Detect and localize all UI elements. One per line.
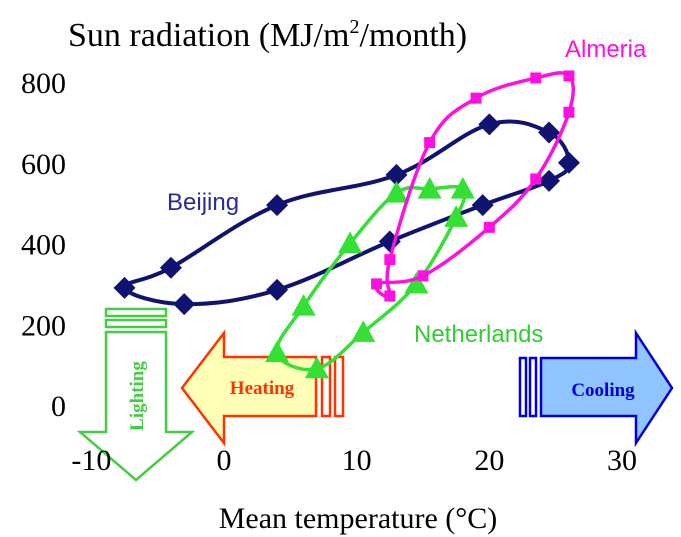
y-axis-ticks: 0 200 400 600 800 (21, 67, 66, 423)
x-axis-ticks: -10 0 10 20 30 (71, 444, 637, 477)
data-point-beijing (538, 169, 561, 192)
y-tick-label: 600 (21, 148, 66, 181)
data-point-almeria (371, 278, 383, 290)
cooling-arrow-bar-2 (528, 356, 538, 418)
lighting-arrow: Lighting (76, 307, 196, 482)
data-point-netherlands (351, 320, 376, 342)
data-point-almeria (384, 290, 396, 302)
y-tick-label: 200 (21, 309, 66, 342)
data-point-beijing (266, 194, 289, 217)
y-tick-label: 400 (21, 229, 66, 262)
heating-arrow-bar-1 (320, 355, 332, 418)
data-point-beijing (385, 163, 408, 186)
data-point-beijing (173, 293, 196, 316)
chart-title-superscript: 2 (349, 16, 359, 38)
series-label-netherlands: Netherlands (414, 321, 543, 348)
data-point-netherlands (265, 340, 290, 363)
series-layer (113, 70, 580, 379)
y-tick-label: 800 (21, 67, 66, 100)
data-point-netherlands (384, 181, 409, 203)
lighting-arrow-bar-1 (104, 307, 168, 318)
heating-label: Heating (230, 378, 295, 399)
data-point-almeria (483, 221, 495, 233)
cooling-label: Cooling (571, 380, 635, 401)
y-tick-label: 0 (51, 390, 66, 423)
series-label-beijing: Beijing (167, 189, 239, 216)
data-point-netherlands (444, 205, 469, 227)
series-almeria (371, 70, 576, 302)
data-point-beijing (538, 121, 561, 144)
data-point-netherlands (404, 271, 429, 294)
chart-title-main: Sun radiation (MJ/m (68, 17, 349, 54)
lighting-arrow-shape (76, 330, 196, 482)
lighting-label: Lighting (127, 361, 148, 431)
x-tick-label: 10 (342, 444, 372, 477)
chart-title-end: /month) (359, 17, 467, 54)
data-point-beijing (266, 278, 289, 301)
data-point-almeria (470, 92, 482, 104)
x-tick-label: 20 (474, 444, 504, 477)
data-point-beijing (159, 256, 182, 279)
x-tick-label: 0 (217, 444, 232, 477)
data-point-netherlands (338, 231, 363, 254)
data-point-almeria (384, 254, 396, 266)
heating-arrow: Heating (180, 329, 345, 447)
data-point-almeria (530, 72, 542, 84)
data-point-netherlands (304, 356, 329, 379)
series-label-almeria: Almeria (565, 36, 647, 63)
data-point-netherlands (417, 176, 442, 199)
chart-title: Sun radiation (MJ/m2/month) (68, 16, 467, 54)
data-point-netherlands (291, 294, 316, 316)
cooling-arrow-bar-1 (518, 356, 528, 418)
heating-arrow-bar-2 (333, 355, 345, 418)
data-point-beijing (113, 276, 136, 299)
data-point-beijing (471, 194, 494, 217)
data-point-beijing (557, 151, 580, 174)
series-beijing (113, 113, 580, 316)
x-tick-label: -10 (71, 444, 111, 477)
data-point-netherlands (450, 176, 475, 199)
data-point-almeria (563, 70, 575, 82)
lighting-arrow-bar-2 (104, 318, 168, 329)
cooling-arrow: Cooling (518, 328, 674, 448)
data-point-almeria (424, 137, 436, 149)
x-tick-label: 30 (607, 444, 637, 477)
series-netherlands (265, 176, 475, 379)
data-point-almeria (563, 106, 575, 118)
data-point-almeria (417, 270, 429, 282)
data-point-almeria (530, 173, 542, 185)
cooling-arrow-shape (539, 328, 674, 448)
x-axis-label: Mean temperature (°C) (219, 502, 498, 535)
data-point-beijing (478, 113, 501, 136)
